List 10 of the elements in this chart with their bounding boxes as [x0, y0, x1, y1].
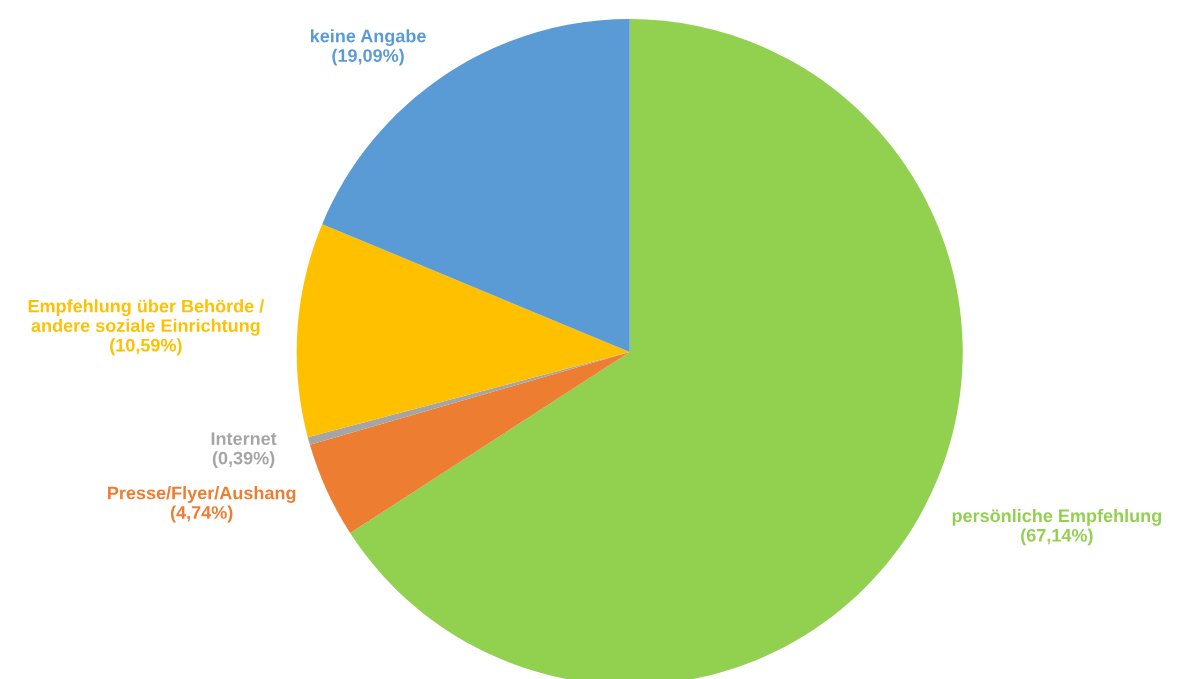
- slice-label: Empfehlung über Behörde / andere soziale Einrichtung: [28, 299, 265, 336]
- data-label: (19,09%): [332, 48, 404, 66]
- data-label: (67,14%): [1021, 528, 1093, 546]
- slice-label: persönliche Empfehlung: [952, 508, 1161, 526]
- slice-label: Presse/Flyer/Aushang: [108, 486, 296, 503]
- data-label: (4,74%): [170, 505, 233, 523]
- data-label: (10,59%): [110, 338, 182, 356]
- data-label: (0,39%): [212, 451, 275, 469]
- slice-label: keine Angabe: [310, 29, 426, 47]
- slice-label: Internet: [211, 432, 277, 446]
